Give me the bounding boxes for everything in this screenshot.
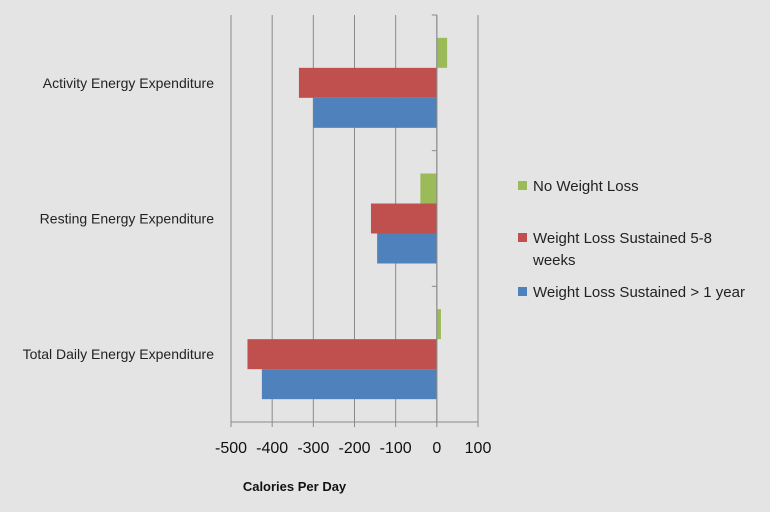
legend-label: Weight Loss Sustained 5-8 (533, 230, 712, 247)
category-label: Resting Energy Expenditure (40, 211, 215, 227)
x-tick-label: -200 (338, 440, 370, 457)
bar-weight-loss-sustained-5-8-weeks (298, 67, 437, 98)
x-tick-label: -400 (256, 440, 288, 457)
bar-weight-loss-sustained-5-8-weeks (247, 339, 437, 370)
bar-no-weight-loss (436, 309, 441, 340)
bars (247, 37, 448, 400)
legend-label: No Weight Loss (533, 178, 639, 195)
axes (230, 14, 479, 427)
bar-weight-loss-sustained-5-8-weeks (370, 203, 437, 234)
bar-no-weight-loss (420, 173, 437, 204)
legend-swatch (518, 233, 527, 242)
x-tick-label: -500 (215, 440, 247, 457)
legend-label: weeks (532, 252, 576, 269)
legend-swatch (518, 287, 527, 296)
category-label: Activity Energy Expenditure (43, 75, 214, 91)
x-tick-label: -100 (380, 440, 412, 457)
x-tick-labels: -500 -400 -300 -200 -100 0 100 (215, 440, 491, 457)
x-axis-title: Calories Per Day (243, 479, 347, 494)
legend-label: Weight Loss Sustained > 1 year (533, 284, 745, 301)
bar-weight-loss-sustained-1-year (261, 369, 437, 400)
bar-weight-loss-sustained-1-year (313, 97, 437, 128)
legend-swatch (518, 181, 527, 190)
category-labels: Activity Energy Expenditure Resting Energ… (23, 75, 215, 362)
bar-no-weight-loss (436, 37, 448, 68)
bar-weight-loss-sustained-1-year (377, 233, 437, 264)
x-tick-label: 100 (465, 440, 492, 457)
x-tick-label: -300 (297, 440, 329, 457)
x-tick-label: 0 (432, 440, 441, 457)
category-label: Total Daily Energy Expenditure (23, 346, 215, 362)
legend: No Weight Loss Weight Loss Sustained 5-8 w… (518, 178, 745, 301)
